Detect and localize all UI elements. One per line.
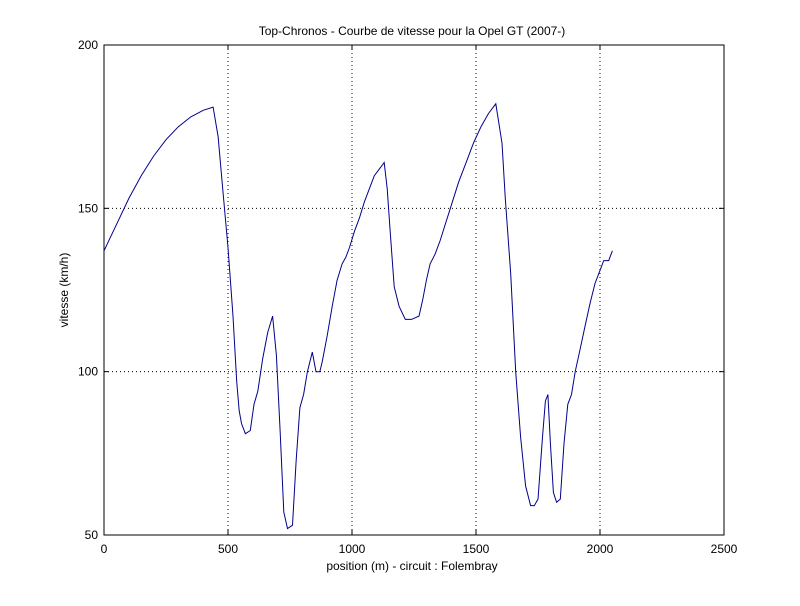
x-tick-label: 2500 — [711, 542, 738, 556]
x-axis-label: position (m) - circuit : Folembray — [326, 559, 497, 573]
plot-frame — [103, 44, 725, 536]
y-tick-label: 50 — [85, 528, 99, 542]
x-tick-label: 1000 — [339, 542, 366, 556]
x-tick-label: 1500 — [463, 542, 490, 556]
speed-line — [103, 102, 613, 530]
axis-ticks: 0 500 1000 1500 2000 2500 50 100 150 200 — [78, 38, 738, 556]
y-tick-label: 100 — [78, 365, 98, 379]
x-tick-label: 0 — [101, 542, 108, 556]
y-tick-label: 200 — [78, 38, 98, 52]
series-group — [103, 102, 613, 530]
y-axis-label: vitesse (km/h) — [57, 253, 71, 328]
chart-title: Top-Chronos - Courbe de vitesse pour la … — [259, 24, 566, 38]
x-tick-label: 500 — [218, 542, 238, 556]
x-tick-label: 2000 — [587, 542, 614, 556]
grid — [104, 45, 724, 535]
y-tick-label: 150 — [78, 201, 98, 215]
